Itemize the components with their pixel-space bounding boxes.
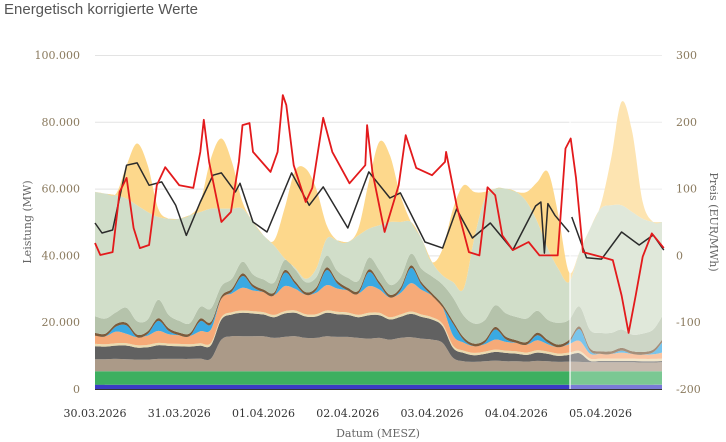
y-tick-label: 60.000 (42, 183, 81, 196)
y-axis-left-ticks: 0 20.000 40.000 60.000 80.000 100.000 (35, 49, 81, 396)
y-tick-label: 100.000 (35, 49, 81, 62)
y-tick-label: 80.000 (42, 116, 81, 129)
y2-tick-label: -200 (676, 383, 701, 396)
y2-tick-label: 200 (676, 116, 697, 129)
x-tick-label: 05.04.2026 (569, 407, 632, 420)
area-sonstige (95, 265, 662, 355)
y2-tick-label: -100 (676, 316, 701, 329)
x-tick-label: 03.04.2026 (401, 407, 464, 420)
x-axis-title: Datum (MESZ) (336, 427, 420, 440)
line-series (94, 94, 665, 334)
y-axis-right-ticks: -200 -100 0 100 200 300 (676, 49, 701, 396)
line-day-ahead-preis (94, 94, 665, 334)
x-tick-label: 02.04.2026 (316, 407, 379, 420)
y2-tick-label: 100 (676, 183, 697, 196)
y2-axis-title: Preis (EUR/MWh) (707, 172, 720, 271)
x-tick-label: 01.04.2026 (232, 407, 295, 420)
y2-tick-label: 0 (676, 249, 683, 262)
area-wasserkraft (95, 384, 662, 389)
stacked-areas (95, 101, 662, 389)
x-tick-label: 31.03.2026 (148, 407, 211, 420)
x-tick-label: 04.04.2026 (485, 407, 548, 420)
area-solar (95, 101, 662, 292)
forecast-overlay (569, 45, 662, 389)
area-braunkohle (95, 335, 662, 372)
y2-tick-label: 300 (676, 49, 697, 62)
area-wind-onshore (95, 187, 662, 335)
area-erdgas (95, 283, 662, 360)
y-tick-label: 20.000 (42, 316, 81, 329)
y-tick-label: 0 (73, 383, 80, 396)
forecast-region (570, 45, 662, 389)
y-tick-label: 40.000 (42, 249, 81, 262)
x-axis-ticks: 30.03.2026 31.03.2026 01.04.2026 02.04.2026… (64, 407, 633, 420)
area-pumpspeicher (95, 268, 662, 355)
area-wind-offshore (95, 253, 662, 353)
x-tick-label: 30.03.2026 (64, 407, 127, 420)
y-axis-title: Leistung (MW) (21, 180, 34, 263)
chart-title: Energetisch korrigierte Werte (4, 1, 198, 18)
area-steinkohle (95, 312, 662, 363)
area-biomasse (95, 371, 662, 385)
